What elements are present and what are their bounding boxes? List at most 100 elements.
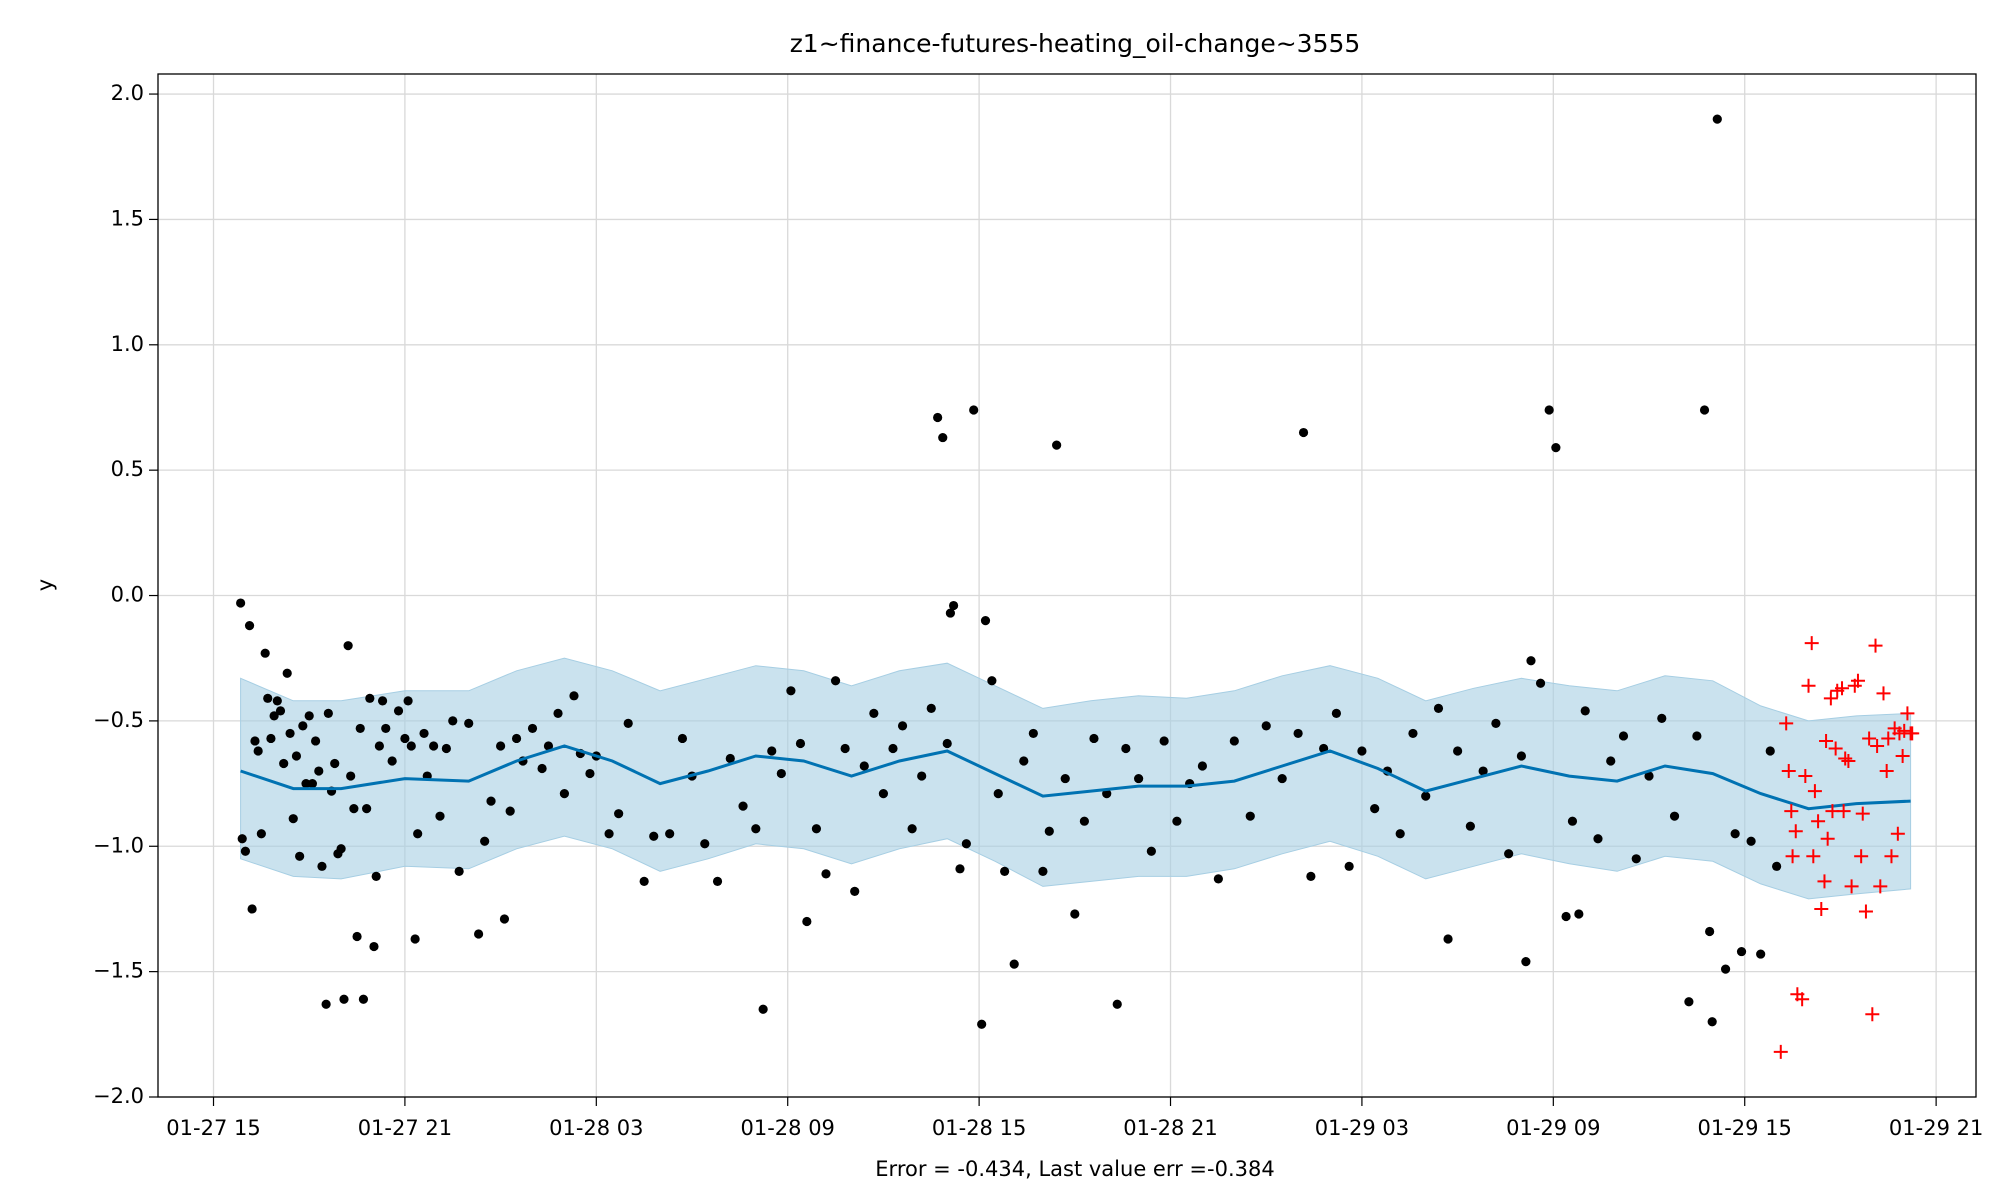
- observed-point: [1009, 959, 1019, 969]
- observed-point: [888, 743, 898, 754]
- observed-point: [279, 758, 289, 769]
- observed-point: [767, 746, 777, 756]
- observed-point: [330, 758, 340, 769]
- observed-point: [321, 999, 331, 1009]
- observed-point: [840, 743, 850, 754]
- observed-point: [1561, 911, 1571, 922]
- y-tick-label: 1.5: [111, 206, 144, 230]
- observed-point: [387, 756, 397, 766]
- observed-point: [1465, 821, 1475, 831]
- observed-point: [1052, 440, 1062, 450]
- observed-point: [987, 676, 997, 686]
- observed-point: [1712, 114, 1722, 124]
- x-axis-label: Error = -0.434, Last value err =-0.384: [875, 1157, 1274, 1181]
- actual-marker: [1858, 904, 1873, 919]
- observed-point: [413, 829, 423, 839]
- observed-point: [700, 839, 710, 849]
- actual-marker: [1841, 754, 1856, 769]
- observed-point: [310, 736, 321, 746]
- observed-point: [1772, 861, 1782, 871]
- observed-point: [505, 806, 515, 816]
- actual-marker: [1788, 824, 1803, 839]
- x-tick-label: 01-28 03: [549, 1116, 643, 1140]
- observed-point: [1567, 816, 1578, 826]
- plot-area: −2.0 −1.5 −1.0 −0.5 0.0 0.5 1.0 1.5 2.0 01-27 15 0…: [93, 73, 1983, 1140]
- observed-point: [553, 708, 563, 718]
- observed-point: [400, 733, 410, 744]
- observed-point: [945, 608, 956, 618]
- actual-marker: [1865, 1007, 1880, 1022]
- observed-point: [1229, 736, 1239, 746]
- axes-frame: [157, 73, 1977, 1098]
- observed-point: [272, 696, 282, 706]
- observed-point: [1707, 1017, 1717, 1027]
- y-tick-label: 2.0: [111, 81, 144, 105]
- observed-point: [1478, 766, 1488, 776]
- observed-point: [464, 718, 474, 729]
- observed-point: [786, 686, 796, 696]
- observed-point: [1298, 427, 1309, 438]
- actual-marker: [1801, 678, 1816, 693]
- observed-point: [955, 864, 965, 874]
- observed-point: [1089, 733, 1099, 744]
- observed-point: [980, 616, 991, 626]
- observed-point: [307, 778, 317, 789]
- observed-point: [1504, 849, 1514, 859]
- x-tick-label: 01-27 21: [358, 1116, 452, 1140]
- observed-point: [1146, 846, 1156, 856]
- observed-point: [1516, 751, 1527, 761]
- observed-point: [1491, 718, 1501, 729]
- observed-point: [1261, 721, 1271, 731]
- x-tick-label: 01-29 15: [1698, 1116, 1792, 1140]
- observed-point: [1631, 854, 1641, 864]
- observed-point: [1544, 405, 1554, 415]
- actual-marker: [1807, 784, 1822, 799]
- observed-point: [1028, 728, 1038, 739]
- observed-point: [358, 994, 369, 1004]
- observed-point: [304, 711, 314, 721]
- actual-marker: [1895, 749, 1910, 763]
- actual-marker: [1773, 1044, 1788, 1059]
- observed-point: [1644, 771, 1654, 781]
- observed-point: [926, 703, 936, 713]
- observed-point: [1765, 746, 1775, 756]
- observed-point: [355, 723, 365, 734]
- observed-point: [878, 789, 889, 799]
- observed-point: [585, 768, 595, 779]
- actual-marker: [1870, 738, 1885, 753]
- observed-point: [369, 941, 379, 952]
- observed-point: [1551, 442, 1561, 453]
- actual-marker: [1823, 691, 1838, 706]
- observed-point: [649, 831, 659, 841]
- observed-point: [1044, 826, 1054, 836]
- observed-point: [1618, 731, 1629, 741]
- x-tick-label: 01-28 09: [741, 1116, 835, 1140]
- observed-point: [1277, 773, 1287, 784]
- observed-point: [859, 761, 869, 771]
- actual-marker: [1820, 831, 1835, 846]
- observed-point: [393, 706, 404, 716]
- observed-point: [1574, 909, 1584, 919]
- chart-title: z1~finance-futures-heating_oil-change~35…: [790, 29, 1361, 58]
- observed-point: [821, 869, 831, 879]
- observed-point: [1684, 997, 1694, 1007]
- actual-marker: [1798, 769, 1813, 784]
- actual-marker: [1868, 638, 1883, 653]
- observed-point: [639, 876, 649, 886]
- observed-point: [1421, 791, 1431, 801]
- observed-point: [1079, 816, 1089, 826]
- observed-point: [1699, 405, 1710, 415]
- actual-marker: [1873, 879, 1888, 894]
- actual-marker: [1781, 764, 1796, 779]
- observed-point: [942, 738, 952, 749]
- y-tick-label: −0.5: [93, 708, 144, 732]
- observed-point: [314, 766, 324, 776]
- actual-marker: [1814, 901, 1829, 916]
- observed-point: [1433, 703, 1444, 713]
- observed-point: [406, 741, 416, 751]
- observed-point: [1112, 999, 1122, 1009]
- observed-point: [381, 723, 391, 734]
- x-tick-label: 01-28 21: [1123, 1116, 1217, 1140]
- observed-point: [346, 771, 356, 781]
- observed-point: [1408, 728, 1418, 739]
